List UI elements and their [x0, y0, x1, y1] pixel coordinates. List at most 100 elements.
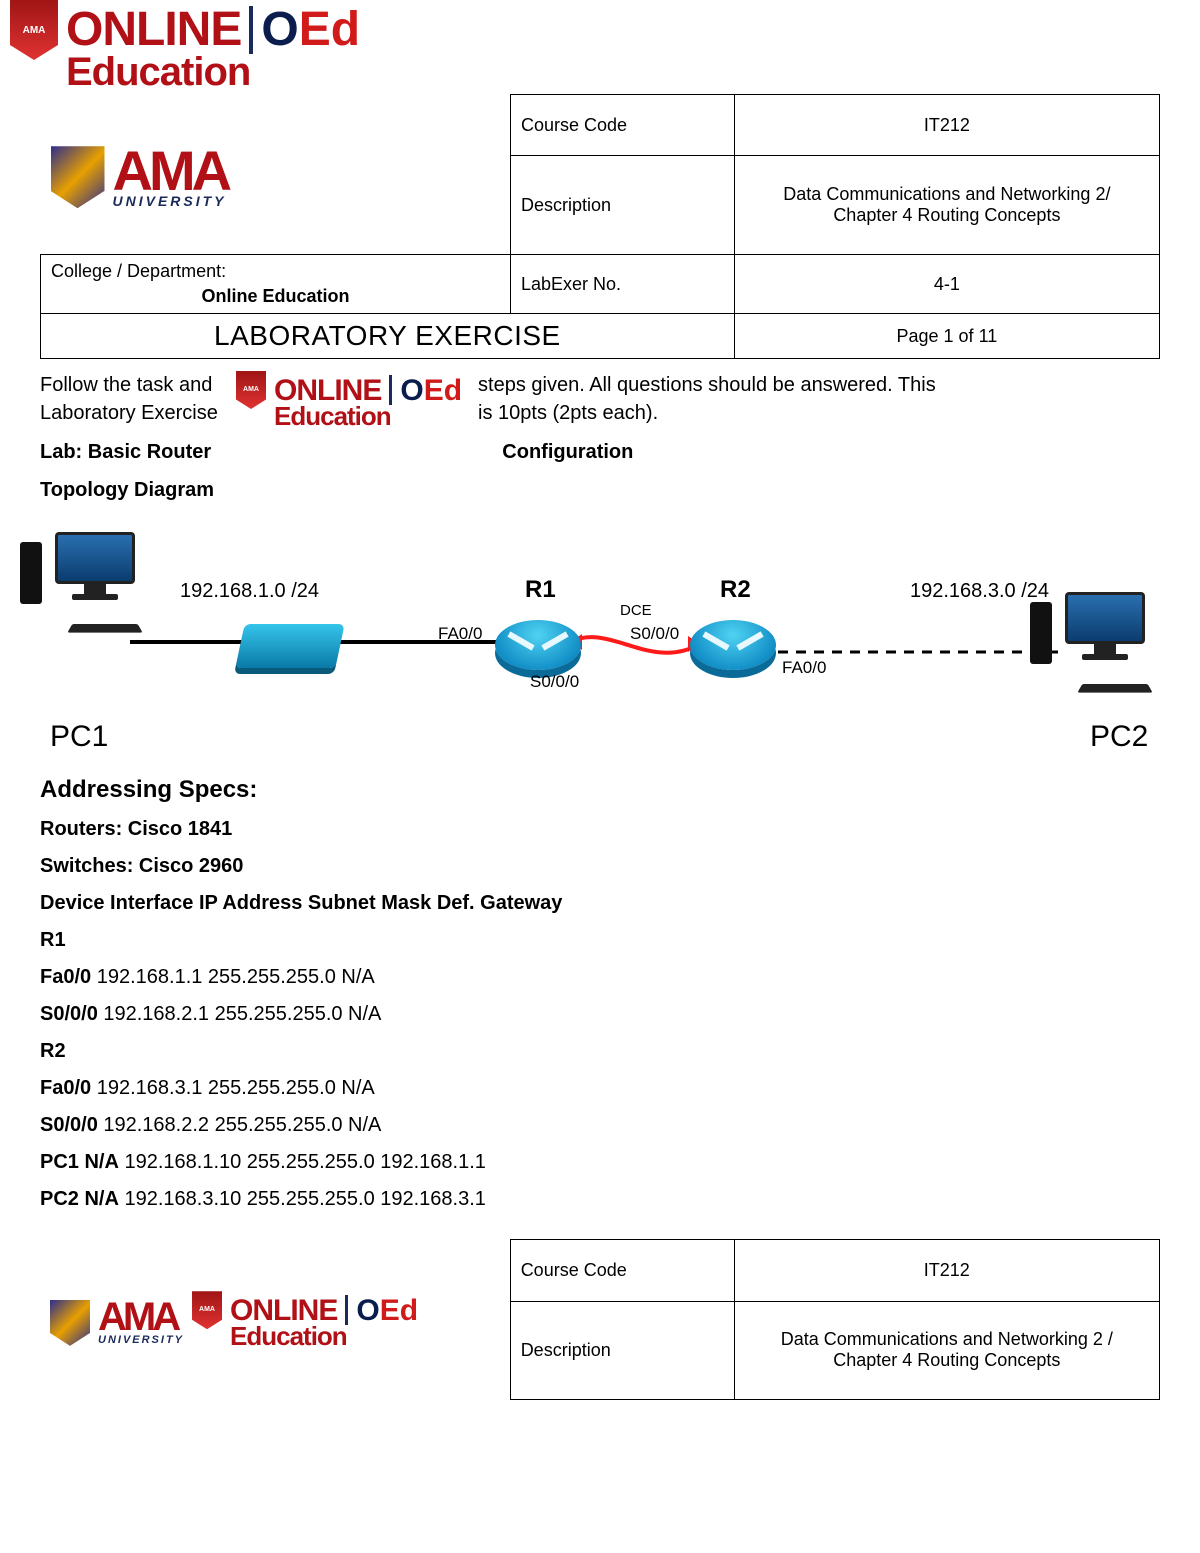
spec-row-bold: R1 [40, 929, 66, 951]
footer-course-code-value: IT212 [734, 1240, 1159, 1301]
configuration-label: Configuration [502, 441, 633, 463]
topology-diagram: 192.168.1.0 /24 192.168.3.0 /24 R1 R2 FA… [40, 532, 1160, 752]
s000-left-label: S0/0/0 [530, 672, 579, 692]
net-right-label: 192.168.3.0 /24 [910, 580, 1049, 603]
page-number: Page 1 of 11 [734, 314, 1159, 359]
spec-routers: Routers: Cisco 1841 [40, 818, 1160, 841]
pc2-icon [1050, 592, 1160, 682]
ama-university-logo: AMA UNIVERSITY [51, 146, 500, 208]
lab-label: Lab: Basic Router [40, 441, 211, 463]
spec-rows: R1 Fa0/0 192.168.1.1 255.255.255.0 N/A S0/… [40, 929, 1160, 1211]
ama-shield-icon: AMA [10, 0, 58, 60]
laboratory-exercise-title: LABORATORY EXERCISE [41, 314, 735, 359]
logo-text-ama: AMA [98, 1300, 184, 1334]
ama-shield-icon [50, 1300, 90, 1346]
logo-text-university: UNIVERSITY [98, 1336, 184, 1345]
spec-row-rest: 192.168.1.1 255.255.255.0 N/A [91, 966, 375, 988]
s000-right-label: S0/0/0 [630, 624, 679, 644]
spec-row-bold: Fa0/0 [40, 966, 91, 988]
footer-description-line1: Data Communications and Networking 2 / [745, 1329, 1149, 1350]
switch-icon [235, 624, 344, 668]
net-left-label: 192.168.1.0 /24 [180, 580, 319, 603]
addressing-specs: Addressing Specs: Routers: Cisco 1841 Sw… [40, 776, 1160, 1211]
logo-text-university: UNIVERSITY [113, 196, 229, 208]
spec-row: Fa0/0 192.168.1.1 255.255.255.0 N/A [40, 966, 1160, 989]
spec-row-bold: Fa0/0 [40, 1077, 91, 1099]
description-value: Data Communications and Networking 2/ Ch… [734, 156, 1159, 255]
logo-text-ama: AMA [113, 147, 229, 195]
intro-left-2: Laboratory Exercise [40, 399, 220, 427]
labexer-value: 4-1 [734, 255, 1159, 314]
spec-table-header: Device Interface IP Address Subnet Mask … [40, 892, 1160, 915]
spec-row-rest: 192.168.1.10 255.255.255.0 192.168.1.1 [119, 1151, 486, 1173]
footer-description-label: Description [510, 1301, 734, 1400]
ama-university-logo: AMA UNIVERSITY [50, 1300, 184, 1346]
spec-row: S0/0/0 192.168.2.2 255.255.255.0 N/A [40, 1114, 1160, 1137]
header-logo-cell: AMA UNIVERSITY [41, 95, 511, 255]
intro-right-2: is 10pts (2pts each). [478, 399, 1160, 427]
spec-switches: Switches: Cisco 2960 [40, 855, 1160, 878]
pc2-label: PC2 [1090, 720, 1148, 754]
footer-table: AMA UNIVERSITY AMA ONLINE OEd Education [40, 1239, 1160, 1400]
spec-row: PC2 N/A 192.168.3.10 255.255.255.0 192.1… [40, 1188, 1160, 1211]
spec-row: R2 [40, 1040, 1160, 1063]
college-label: College / Department: [51, 261, 500, 282]
college-value: Online Education [51, 286, 500, 307]
logo-text-online: ONLINE [66, 8, 241, 51]
footer-logo-cell: AMA UNIVERSITY AMA ONLINE OEd Education [40, 1240, 510, 1400]
dce-label: DCE [620, 602, 652, 619]
footer-course-code-label: Course Code [510, 1240, 734, 1301]
spec-row-rest: 192.168.2.2 255.255.255.0 N/A [98, 1114, 382, 1136]
spec-row-bold: R2 [40, 1040, 66, 1062]
intro-block: Follow the task and Laboratory Exercise … [40, 371, 1160, 504]
spec-row: PC1 N/A 192.168.1.10 255.255.255.0 192.1… [40, 1151, 1160, 1174]
footer-description-line2: Chapter 4 Routing Concepts [745, 1350, 1149, 1371]
description-label: Description [510, 156, 734, 255]
spec-row-bold: PC1 N/A [40, 1151, 119, 1173]
spec-row-rest: 192.168.2.1 255.255.255.0 N/A [98, 1003, 382, 1025]
logo-divider [249, 6, 253, 54]
logo-online-education-large: AMA ONLINE OEd Education [10, 0, 360, 90]
footer-description-value: Data Communications and Networking 2 / C… [734, 1301, 1159, 1400]
addressing-specs-heading: Addressing Specs: [40, 776, 1160, 804]
r1-label: R1 [525, 576, 556, 604]
spec-row-rest: 192.168.3.1 255.255.255.0 N/A [91, 1077, 375, 1099]
header-table: AMA UNIVERSITY Course Code IT212 Descrip… [40, 94, 1160, 359]
logo-text-o: O [400, 374, 423, 407]
ama-shield-icon: AMA [192, 1291, 222, 1329]
pc1-label: PC1 [50, 720, 108, 754]
spec-row-bold: S0/0/0 [40, 1003, 98, 1025]
logo-text-online: ONLINE [274, 377, 381, 404]
fa00-left-label: FA0/0 [438, 624, 482, 644]
logo-text-ed: Ed [299, 3, 360, 56]
logo-text-o: O [356, 1294, 379, 1327]
spec-row-bold: S0/0/0 [40, 1114, 98, 1136]
logo-text-education: Education [10, 54, 360, 90]
spec-row: R1 [40, 929, 1160, 952]
spec-row: Fa0/0 192.168.3.1 255.255.255.0 N/A [40, 1077, 1160, 1100]
spec-row-rest: 192.168.3.10 255.255.255.0 192.168.3.1 [119, 1188, 486, 1210]
fa00-right-label: FA0/0 [782, 658, 826, 678]
course-code-value: IT212 [734, 95, 1159, 156]
intro-left-1: Follow the task and [40, 371, 220, 399]
intro-right-1: steps given. All questions should be ans… [478, 371, 1160, 399]
r2-label: R2 [720, 576, 751, 604]
spec-row: S0/0/0 192.168.2.1 255.255.255.0 N/A [40, 1003, 1160, 1026]
description-line1: Data Communications and Networking 2/ [745, 184, 1149, 205]
logo-text-ed: Ed [424, 374, 462, 407]
logo-text-ed: Ed [380, 1294, 418, 1327]
topology-cables [40, 532, 1160, 752]
logo-text-education: Education [236, 405, 462, 428]
description-line2: Chapter 4 Routing Concepts [745, 205, 1149, 226]
logo-online-education-small: AMA ONLINE OEd Education [236, 371, 462, 428]
college-cell: College / Department: Online Education [41, 255, 511, 314]
ama-shield-icon [51, 146, 105, 208]
labexer-label: LabExer No. [510, 255, 734, 314]
spec-row-bold: PC2 N/A [40, 1188, 119, 1210]
pc1-icon [40, 532, 150, 622]
logo-text-o: O [261, 3, 298, 56]
topology-diagram-label: Topology Diagram [40, 476, 1160, 504]
course-code-label: Course Code [510, 95, 734, 156]
logo-text-education: Education [192, 1325, 418, 1348]
logo-online-education-small: AMA ONLINE OEd Education [192, 1291, 418, 1348]
